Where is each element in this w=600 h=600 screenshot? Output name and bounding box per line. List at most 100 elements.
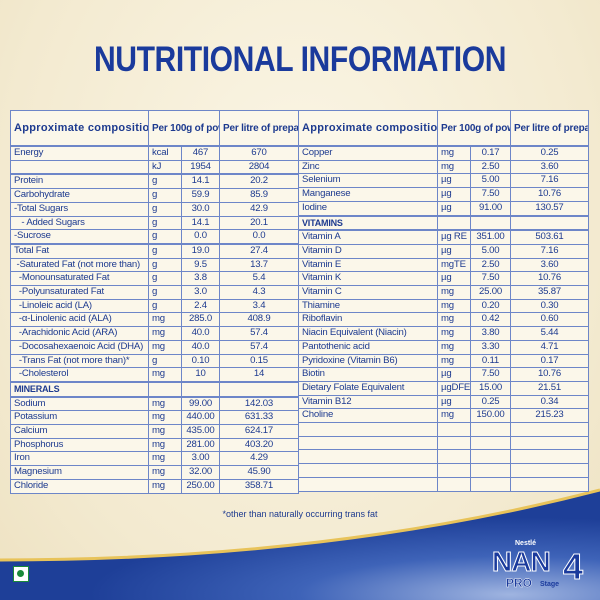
nutrient-name: MINERALS (10, 380, 149, 398)
per-litre-value (219, 380, 299, 398)
unit: µg (437, 271, 471, 287)
per-100g-value: 435.00 (181, 424, 220, 439)
brand-stage-label: Stage (540, 581, 560, 588)
nutrient-name: Dietary Folate Equivalent (298, 380, 438, 396)
nutrient-name: Riboflavin (298, 312, 438, 328)
table-row: Phosphorus mg 281.00 403.20 (10, 437, 299, 453)
unit (437, 435, 471, 451)
unit: g (148, 215, 182, 231)
per-litre-value: 10.76 (510, 271, 589, 287)
nutrient-name: Manganese (298, 187, 438, 202)
table-row: Pyridoxine (Vitamin B6) mg 0.11 0.17 (298, 353, 589, 369)
unit: kcal (148, 145, 182, 161)
nutrient-name: Magnesium (10, 465, 149, 480)
table-row (298, 476, 589, 492)
table-row: -Saturated Fat (not more than) g 9.5 13.7 (10, 257, 299, 273)
header-composition: Approximate composition (10, 110, 149, 147)
nutrient-name: -Saturated Fat (not more than) (10, 257, 149, 273)
per-100g-value: 0.25 (470, 394, 511, 410)
unit: µgDFE (437, 380, 471, 396)
per-100g-value: 281.00 (181, 437, 220, 453)
nutrient-name: -Sucrose (10, 229, 149, 245)
table-row: Total Fat g 19.0 27.4 (10, 242, 299, 259)
per-100g-value: 14.1 (181, 215, 220, 231)
per-100g-value: 150.00 (470, 408, 511, 424)
per-100g-value: 14.1 (181, 173, 220, 190)
unit: mg (148, 395, 182, 412)
per-litre-value: 5.4 (219, 271, 299, 287)
nutrient-name (298, 476, 438, 492)
per-100g-value: 25.00 (470, 285, 511, 300)
per-litre-value: 358.71 (219, 478, 299, 494)
unit: g (148, 298, 182, 314)
nutrition-table-left: Approximate composition Per 100g of powd… (10, 110, 299, 494)
per-100g-value: 15.00 (470, 380, 511, 396)
unit: g (148, 257, 182, 273)
nutrient-name: Protein (10, 173, 149, 190)
per-litre-value: 5.44 (510, 326, 589, 341)
nutrient-name: -Trans Fat (not more than)* (10, 353, 149, 369)
nutrient-name: Iron (10, 451, 149, 467)
per-100g-value (181, 380, 220, 398)
table-row: Iodine µg 91.00 130.57 (298, 200, 589, 217)
per-litre-value: 3.4 (219, 298, 299, 314)
brand-maker-logo: Nestlé (515, 540, 537, 547)
per-litre-value: 13.7 (219, 257, 299, 273)
per-litre-value: 0.34 (510, 394, 589, 410)
per-100g-value: 440.00 (181, 410, 220, 426)
per-100g-value (470, 422, 511, 437)
per-100g-value: 0.17 (470, 145, 511, 161)
per-litre-value: 4.3 (219, 285, 299, 300)
nutrient-name: Niacin Equivalent (Niacin) (298, 326, 438, 341)
table-row: VITAMINS (298, 214, 589, 231)
table-row: kJ 1954 2804 (10, 159, 299, 175)
per-100g-value (470, 463, 511, 478)
per-100g-value: 285.0 (181, 312, 220, 328)
per-100g-value: 3.0 (181, 285, 220, 300)
table-row: - Added Sugars g 14.1 20.1 (10, 215, 299, 231)
nutrient-name: Energy (10, 145, 149, 161)
nutrient-name: Vitamin K (298, 271, 438, 287)
table-row (298, 449, 589, 465)
per-100g-value: 3.8 (181, 271, 220, 287)
unit: g (148, 271, 182, 287)
per-100g-value: 9.5 (181, 257, 220, 273)
unit: mg (437, 159, 471, 175)
table-row: Thiamine mg 0.20 0.30 (298, 298, 589, 314)
per-litre-value (510, 449, 589, 465)
per-litre-value (510, 476, 589, 492)
nutrient-name: Copper (298, 145, 438, 161)
unit: mg (148, 478, 182, 494)
unit: mg (437, 408, 471, 424)
per-100g-value: 351.00 (470, 229, 511, 245)
per-litre-value: 0.60 (510, 312, 589, 328)
unit: g (148, 353, 182, 369)
per-100g-value: 3.00 (181, 451, 220, 467)
per-litre-value: 408.9 (219, 312, 299, 328)
nutrient-name: -α-Linolenic acid (ALA) (10, 312, 149, 328)
unit: µg (437, 243, 471, 259)
per-100g-value: 0.11 (470, 353, 511, 369)
nutrient-name: Choline (298, 408, 438, 424)
per-100g-value (470, 214, 511, 231)
unit: g (148, 242, 182, 259)
table-row (298, 422, 589, 437)
unit: mg (148, 326, 182, 341)
per-100g-value: 7.50 (470, 271, 511, 287)
unit (437, 422, 471, 437)
unit: mg (148, 410, 182, 426)
per-100g-value: 30.0 (181, 201, 220, 217)
table-row: Iron mg 3.00 4.29 (10, 451, 299, 467)
per-100g-value: 467 (181, 145, 220, 161)
nutrient-name: -Polyunsaturated Fat (10, 285, 149, 300)
nutrient-name (298, 463, 438, 478)
table-row: -Sucrose g 0.0 0.0 (10, 229, 299, 245)
per-litre-value: 7.16 (510, 173, 589, 189)
per-100g-value: 250.00 (181, 478, 220, 494)
unit: mg (148, 339, 182, 355)
vegetarian-mark-icon (13, 566, 29, 582)
table-row (298, 435, 589, 451)
unit: µg RE (437, 229, 471, 245)
